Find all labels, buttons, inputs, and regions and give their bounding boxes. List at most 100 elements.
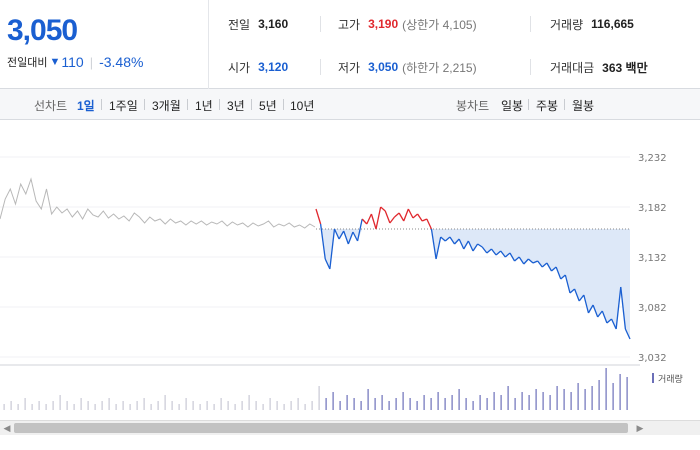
y-axis-ticks: 3,232 3,182 3,132 3,082 3,032	[638, 153, 667, 364]
volume-bar	[227, 401, 229, 410]
trade-value-label: 거래대금	[550, 60, 595, 75]
volume-bar	[472, 401, 474, 410]
volume-bar	[458, 389, 460, 410]
volume: 거래량 116,665	[550, 14, 634, 34]
period-1d[interactable]: 1일	[77, 99, 95, 113]
price-segment	[398, 212, 405, 222]
change-value: 110	[61, 54, 84, 70]
scroll-left-icon[interactable]: ◀	[3, 423, 11, 433]
prior-day-line	[0, 177, 316, 229]
volume-bar	[507, 386, 509, 410]
prev-close-value: 3,160	[258, 17, 289, 31]
volume-bar	[360, 401, 362, 410]
divider	[530, 16, 531, 32]
price-segment	[356, 218, 363, 242]
price-segment	[440, 236, 446, 242]
volume-bar	[570, 392, 572, 410]
volume-bar	[150, 404, 152, 410]
candle-weekly[interactable]: 주봉	[536, 99, 559, 113]
volume-bar	[528, 395, 530, 410]
volume-bar	[206, 401, 208, 410]
price-segment	[384, 210, 391, 224]
price-segment	[509, 252, 516, 262]
price-segment	[564, 274, 571, 294]
price-segment	[338, 230, 345, 240]
price-segment	[546, 262, 553, 272]
quote-summary: 3,050 전일대비 ▼ 110 | -3.48% 전일 3,160 고가 3,…	[0, 0, 700, 89]
divider	[219, 99, 220, 110]
high-label: 고가	[338, 17, 361, 32]
price-segment	[370, 213, 377, 230]
price-segment	[375, 206, 382, 230]
volume-bar	[31, 404, 33, 410]
volume-bar	[388, 401, 390, 410]
price-segment	[555, 266, 562, 280]
low-value: 3,050	[368, 60, 399, 74]
volume-bar	[619, 374, 621, 410]
period-3m[interactable]: 3개월	[152, 99, 181, 113]
volume-bar	[38, 401, 40, 410]
volume-bar	[577, 383, 579, 410]
horizontal-scrollbar[interactable]: ◀ ▶	[0, 420, 700, 435]
today-line	[315, 206, 631, 340]
volume-bar	[493, 392, 495, 410]
high-value: 3,190	[368, 17, 399, 31]
volume-bar	[563, 389, 565, 410]
divider	[251, 99, 252, 110]
volume-bar	[605, 368, 607, 410]
volume-bar	[185, 398, 187, 410]
volume-bar	[514, 398, 516, 410]
volume-bar	[339, 401, 341, 410]
volume-bar	[283, 404, 285, 410]
period-5y[interactable]: 5년	[259, 99, 277, 113]
price-segment	[315, 208, 322, 225]
price-segment	[319, 223, 326, 260]
volume-bar	[101, 401, 103, 410]
open-value: 3,120	[258, 60, 289, 74]
volume-bar	[500, 395, 502, 410]
volume-bar	[451, 395, 453, 410]
scroll-thumb[interactable]	[14, 423, 628, 433]
price-segment	[324, 258, 331, 270]
price-segment	[592, 304, 599, 318]
volume-bar	[444, 398, 446, 410]
volume-bar	[199, 404, 201, 410]
volume-bar	[318, 386, 320, 410]
candle-monthly[interactable]: 월봉	[572, 99, 595, 113]
trade-value: 거래대금 363 백만	[550, 57, 648, 77]
volume-bar	[122, 401, 124, 410]
scroll-right-icon[interactable]: ▶	[636, 423, 644, 433]
upper-limit: (상한가 4,105)	[402, 17, 477, 32]
volume-bar	[164, 395, 166, 410]
period-10y[interactable]: 10년	[290, 99, 315, 113]
prev-close: 전일 3,160	[228, 14, 288, 34]
divider	[320, 16, 321, 32]
volume-bar	[171, 401, 173, 410]
period-bar: 선차트 1일 1주일 3개월 1년 3년 5년 10년 봉차트 일봉 주봉 월봉	[0, 89, 700, 120]
price-segment	[444, 236, 451, 242]
low-price: 저가 3,050 (하한가 2,215)	[338, 57, 477, 77]
price-segment	[490, 248, 497, 256]
divider	[528, 99, 529, 110]
price-segment	[467, 240, 474, 252]
volume-bar	[234, 404, 236, 410]
volume-bar	[248, 395, 250, 410]
price-segment	[624, 328, 631, 340]
period-1y[interactable]: 1년	[195, 99, 213, 113]
volume-bar	[626, 377, 628, 410]
period-1w[interactable]: 1주일	[109, 99, 138, 113]
volume-bar	[549, 395, 551, 410]
change-divider: |	[89, 54, 94, 70]
volume-bar	[402, 392, 404, 410]
price-segment	[541, 262, 548, 268]
volume-bar	[465, 398, 467, 410]
volume-bar	[381, 395, 383, 410]
period-3y[interactable]: 3년	[227, 99, 245, 113]
y-tick-label: 3,232	[638, 153, 667, 164]
candle-daily[interactable]: 일봉	[501, 99, 524, 113]
volume-bar	[80, 398, 82, 410]
volume-bar	[59, 395, 61, 410]
change-line: 전일대비 ▼ 110 | -3.48%	[7, 54, 143, 70]
price-segment	[518, 256, 525, 265]
volume-bar	[584, 389, 586, 410]
